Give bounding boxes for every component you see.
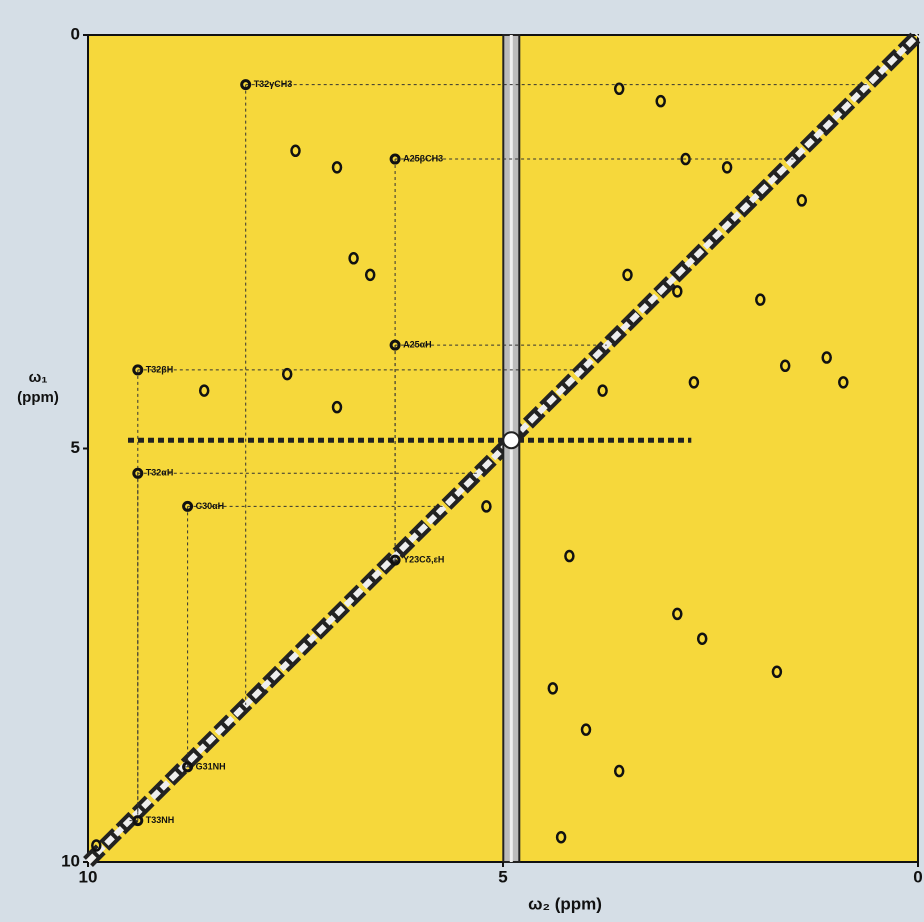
- peak-label: A25αH: [403, 340, 432, 350]
- x-axis-label: ω₂ (ppm): [528, 894, 602, 913]
- y-tick-label: 10: [61, 851, 80, 870]
- y-axis-label: ω₁ (ppm): [12, 368, 64, 408]
- peak-label: G31NH: [196, 761, 226, 771]
- peak-label: T32γCH3: [254, 79, 293, 89]
- peak-label: T32βH: [146, 364, 174, 374]
- water-peak: [503, 432, 519, 448]
- x-tick-label: 10: [79, 867, 98, 886]
- chart: ω₂ (ppm) 10 5 0 0 5 10 T32γCH3 A25βCH3 A25αH T32β…: [0, 0, 924, 922]
- peak-label: Y23Cδ,εH: [403, 555, 444, 565]
- page: ω₂ (ppm) 10 5 0 0 5 10 T32γCH3 A25βCH3 A25αH T32β…: [0, 0, 924, 922]
- peak-label: A25βCH3: [403, 153, 443, 163]
- y-tick-label: 5: [71, 438, 80, 457]
- peak-label: T33NH: [146, 815, 175, 825]
- x-tick-label: 5: [498, 867, 507, 886]
- y-tick-label: 0: [71, 24, 80, 43]
- peak-label: C30αH: [196, 501, 225, 511]
- x-tick-label: 0: [913, 867, 922, 886]
- peak-label: T32αH: [146, 468, 174, 478]
